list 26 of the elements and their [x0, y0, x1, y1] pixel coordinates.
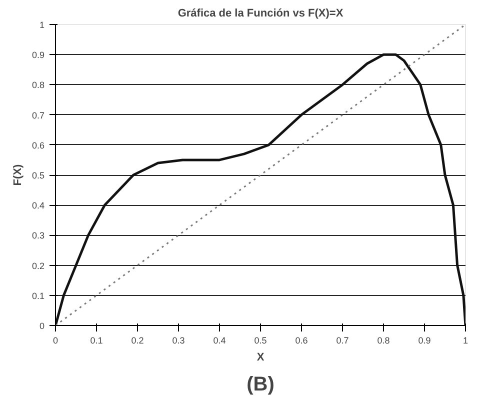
- chart-title: Gráfica de la Función vs F(X)=X: [178, 8, 344, 20]
- y-tick-label: 0.4: [32, 200, 45, 211]
- y-tick-label: 0.6: [32, 140, 45, 150]
- x-tick-label: 0.9: [418, 336, 431, 346]
- y-tick-label: 0.3: [32, 230, 45, 241]
- text: (B): [246, 374, 274, 396]
- x-tick-label: 0.3: [172, 336, 185, 346]
- x-tick-label: 0: [52, 336, 58, 346]
- y-tick-label: 0.7: [32, 110, 45, 120]
- x-axis-title: X: [256, 352, 265, 364]
- y-axis-title: F(X): [12, 164, 24, 186]
- y-tick-label: 0.5: [32, 170, 45, 180]
- x-tick-label: 0.4: [213, 336, 226, 346]
- y-tick-label: 1: [39, 20, 45, 30]
- x-tick-label: 0.7: [336, 336, 349, 346]
- y-tick-label: 0: [39, 321, 45, 331]
- x-tick-label: 0.1: [90, 336, 103, 346]
- y-tick-label: 0.1: [32, 290, 45, 301]
- x-tick-label: 0.2: [131, 336, 144, 346]
- y-tick-label: 0.8: [32, 80, 45, 90]
- y-tick-label: 0.9: [32, 50, 45, 60]
- x-tick-label: 0.5: [254, 336, 267, 346]
- x-tick-label: 0.8: [377, 336, 390, 346]
- x-tick-label: 0.6: [295, 336, 308, 346]
- x-tick-label: 1: [462, 336, 468, 346]
- y-tick-label: 0.2: [32, 260, 45, 271]
